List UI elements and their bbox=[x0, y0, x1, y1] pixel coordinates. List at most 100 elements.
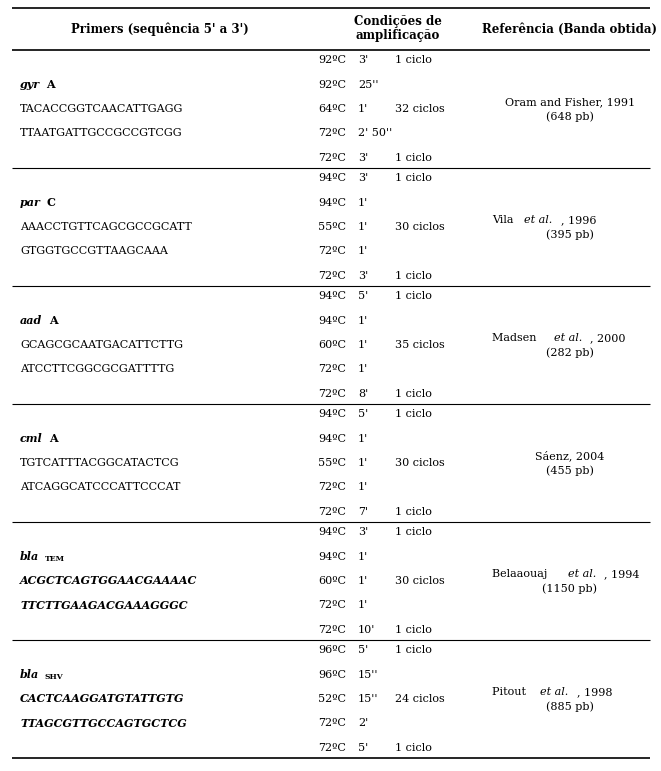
Text: 72ºC: 72ºC bbox=[318, 483, 346, 493]
Text: 1': 1' bbox=[358, 433, 368, 443]
Text: TEM: TEM bbox=[45, 555, 65, 563]
Text: par: par bbox=[20, 197, 41, 208]
Text: Belaaouaj: Belaaouaj bbox=[492, 569, 551, 579]
Text: , 1996: , 1996 bbox=[561, 215, 596, 225]
Text: 60ºC: 60ºC bbox=[318, 340, 346, 350]
Text: 7': 7' bbox=[358, 507, 368, 517]
Text: 96ºC: 96ºC bbox=[318, 645, 346, 655]
Text: (282 pb): (282 pb) bbox=[546, 348, 594, 359]
Text: 1': 1' bbox=[358, 365, 368, 375]
Text: 72ºC: 72ºC bbox=[318, 247, 346, 257]
Text: 94ºC: 94ºC bbox=[318, 315, 346, 325]
Text: 94ºC: 94ºC bbox=[318, 173, 346, 183]
Text: 1 ciclo: 1 ciclo bbox=[395, 55, 432, 65]
Text: 1': 1' bbox=[358, 458, 368, 468]
Text: Sáenz, 2004: Sáenz, 2004 bbox=[535, 450, 605, 461]
Text: 55ºC: 55ºC bbox=[318, 222, 346, 232]
Text: 3': 3' bbox=[358, 55, 368, 65]
Text: 94ºC: 94ºC bbox=[318, 527, 346, 537]
Text: ATCCTTCGGCGCGATTTTG: ATCCTTCGGCGCGATTTTG bbox=[20, 365, 175, 375]
Text: 3': 3' bbox=[358, 153, 368, 163]
Text: A: A bbox=[49, 315, 58, 326]
Text: 10': 10' bbox=[358, 625, 375, 635]
Text: (395 pb): (395 pb) bbox=[546, 230, 594, 241]
Text: Pitout: Pitout bbox=[492, 687, 529, 697]
Text: Referência (Banda obtida): Referência (Banda obtida) bbox=[483, 22, 658, 35]
Text: 94ºC: 94ºC bbox=[318, 433, 346, 443]
Text: 1 ciclo: 1 ciclo bbox=[395, 645, 432, 655]
Text: 30 ciclos: 30 ciclos bbox=[395, 458, 445, 468]
Text: 5': 5' bbox=[358, 291, 368, 301]
Text: 1 ciclo: 1 ciclo bbox=[395, 527, 432, 537]
Text: et al.: et al. bbox=[541, 687, 568, 697]
Text: 5': 5' bbox=[358, 645, 368, 655]
Text: 1 ciclo: 1 ciclo bbox=[395, 291, 432, 301]
Text: 1': 1' bbox=[358, 601, 368, 611]
Text: SHV: SHV bbox=[45, 673, 63, 681]
Text: 94ºC: 94ºC bbox=[318, 197, 346, 207]
Text: cml: cml bbox=[20, 433, 43, 444]
Text: (885 pb): (885 pb) bbox=[546, 702, 594, 712]
Text: 1 ciclo: 1 ciclo bbox=[395, 271, 432, 281]
Text: 1': 1' bbox=[358, 197, 368, 207]
Text: 1 ciclo: 1 ciclo bbox=[395, 389, 432, 399]
Text: 72ºC: 72ºC bbox=[318, 129, 346, 139]
Text: et al.: et al. bbox=[554, 333, 582, 343]
Text: 3': 3' bbox=[358, 271, 368, 281]
Text: 1': 1' bbox=[358, 340, 368, 350]
Text: 5': 5' bbox=[358, 743, 368, 753]
Text: A: A bbox=[50, 433, 58, 444]
Text: ATCAGGCATCCCATTCCCAT: ATCAGGCATCCCATTCCCAT bbox=[20, 483, 180, 493]
Text: 1': 1' bbox=[358, 315, 368, 325]
Text: TGTCATTTACGGCATACTCG: TGTCATTTACGGCATACTCG bbox=[20, 458, 180, 468]
Text: 1 ciclo: 1 ciclo bbox=[395, 743, 432, 753]
Text: 3': 3' bbox=[358, 173, 368, 183]
Text: 15'': 15'' bbox=[358, 694, 379, 704]
Text: 55ºC: 55ºC bbox=[318, 458, 346, 468]
Text: ACGCTCAGTGGAACGAAAAC: ACGCTCAGTGGAACGAAAAC bbox=[20, 575, 198, 587]
Text: 92ºC: 92ºC bbox=[318, 55, 346, 65]
Text: 35 ciclos: 35 ciclos bbox=[395, 340, 445, 350]
Text: 8': 8' bbox=[358, 389, 368, 399]
Text: 15'': 15'' bbox=[358, 669, 379, 679]
Text: gyr: gyr bbox=[20, 79, 40, 90]
Text: 72ºC: 72ºC bbox=[318, 389, 346, 399]
Text: 2': 2' bbox=[358, 719, 368, 729]
Text: 1': 1' bbox=[358, 576, 368, 586]
Text: 94ºC: 94ºC bbox=[318, 409, 346, 419]
Text: 25'': 25'' bbox=[358, 79, 379, 89]
Text: 72ºC: 72ºC bbox=[318, 601, 346, 611]
Text: (455 pb): (455 pb) bbox=[546, 466, 594, 476]
Text: 72ºC: 72ºC bbox=[318, 271, 346, 281]
Text: amplificação: amplificação bbox=[356, 29, 440, 42]
Text: 64ºC: 64ºC bbox=[318, 104, 346, 114]
Text: et al.: et al. bbox=[568, 569, 596, 579]
Text: TTCTTGAAGACGAAAGGGC: TTCTTGAAGACGAAAGGGC bbox=[20, 600, 188, 611]
Text: 1 ciclo: 1 ciclo bbox=[395, 409, 432, 419]
Text: Oram and Fisher, 1991: Oram and Fisher, 1991 bbox=[505, 97, 635, 107]
Text: 52ºC: 52ºC bbox=[318, 694, 346, 704]
Text: CACTCAAGGATGTATTGTG: CACTCAAGGATGTATTGTG bbox=[20, 693, 184, 705]
Text: bla: bla bbox=[20, 551, 39, 562]
Text: TTAATGATTGCCGCCGTCGG: TTAATGATTGCCGCCGTCGG bbox=[20, 129, 182, 139]
Text: 72ºC: 72ºC bbox=[318, 743, 346, 753]
Text: 72ºC: 72ºC bbox=[318, 507, 346, 517]
Text: 72ºC: 72ºC bbox=[318, 719, 346, 729]
Text: GCAGCGCAATGACATTCTTG: GCAGCGCAATGACATTCTTG bbox=[20, 340, 183, 350]
Text: 3': 3' bbox=[358, 527, 368, 537]
Text: 32 ciclos: 32 ciclos bbox=[395, 104, 445, 114]
Text: 1 ciclo: 1 ciclo bbox=[395, 507, 432, 517]
Text: 72ºC: 72ºC bbox=[318, 153, 346, 163]
Text: 72ºC: 72ºC bbox=[318, 625, 346, 635]
Text: C: C bbox=[47, 197, 56, 208]
Text: 1 ciclo: 1 ciclo bbox=[395, 173, 432, 183]
Text: et al.: et al. bbox=[524, 215, 553, 225]
Text: 5': 5' bbox=[358, 409, 368, 419]
Text: 1 ciclo: 1 ciclo bbox=[395, 625, 432, 635]
Text: 1': 1' bbox=[358, 483, 368, 493]
Text: (1150 pb): (1150 pb) bbox=[543, 584, 598, 594]
Text: bla: bla bbox=[20, 669, 39, 680]
Text: Primers (sequência 5' a 3'): Primers (sequência 5' a 3') bbox=[71, 22, 249, 35]
Text: Vila: Vila bbox=[492, 215, 517, 225]
Text: 24 ciclos: 24 ciclos bbox=[395, 694, 445, 704]
